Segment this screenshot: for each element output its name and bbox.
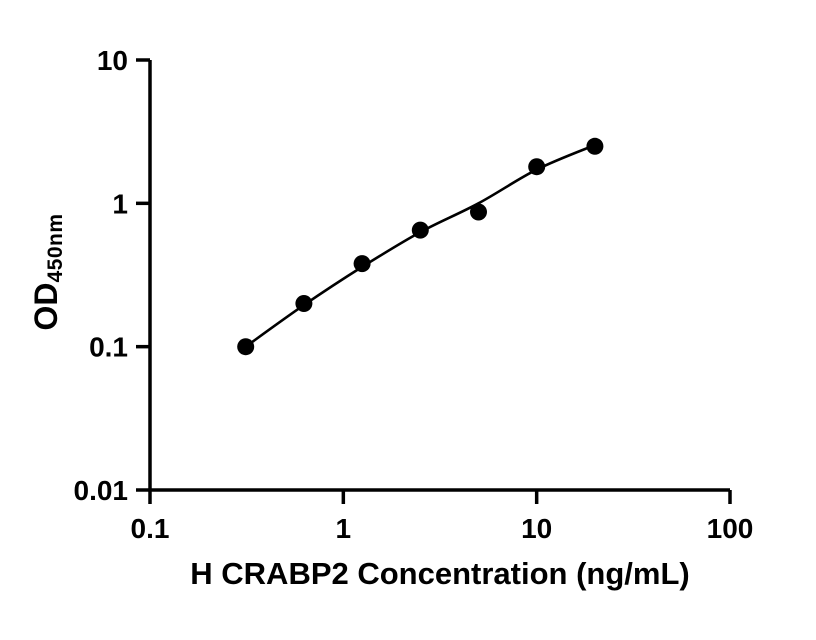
y-axis-title: OD450nm [18, 122, 74, 422]
y-axis-title-subscript: 450nm [44, 213, 67, 283]
data-point [295, 295, 313, 312]
x-axis-title: H CRABP2 Concentration (ng/mL) [190, 556, 690, 591]
x-axis-tick-label: 100 [707, 513, 754, 544]
y-axis-tick-label: 0.1 [89, 332, 128, 363]
fit-curve [244, 143, 596, 348]
y-axis-tick-label: 0.01 [74, 475, 129, 506]
axis-lines [148, 60, 730, 492]
x-axis-tick-label: 1 [336, 513, 352, 544]
x-axis-tick-label: 0.1 [131, 513, 170, 544]
x-axis-tick-label: 10 [521, 513, 552, 544]
data-point [411, 221, 429, 239]
data-point [586, 137, 604, 155]
data-point [470, 203, 487, 221]
y-axis-tick-label: 10 [97, 45, 128, 76]
y-axis-title-main: OD [28, 282, 64, 331]
data-point [237, 338, 255, 356]
y-axis-tick-label: 1 [112, 188, 128, 219]
data-point [353, 255, 371, 273]
data-point [528, 158, 546, 176]
